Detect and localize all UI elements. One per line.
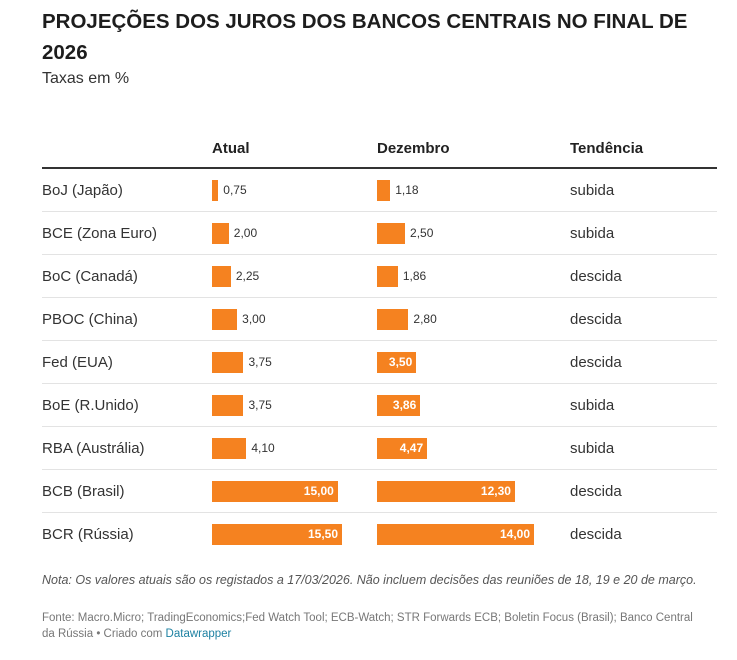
dezembro-bar xyxy=(377,222,406,244)
tendencia: subida xyxy=(570,224,615,242)
tendencia: subida xyxy=(570,181,615,199)
bank-name: BoE (R.Unido) xyxy=(42,396,139,414)
atual-value: 3,00 xyxy=(242,312,266,326)
bank-name: Fed (EUA) xyxy=(42,353,113,371)
data-table: Atual Dezembro Tendência BoJ (Japão) 0,75… xyxy=(42,130,717,555)
dezembro-cell: 12,30 xyxy=(377,470,515,512)
bank-name: BoC (Canadá) xyxy=(42,267,138,285)
dezembro-cell: 4,47 xyxy=(377,427,428,469)
atual-bar xyxy=(212,308,238,330)
dezembro-value: 2,80 xyxy=(413,312,437,326)
bank-name: BCR (Rússia) xyxy=(42,525,134,543)
bank-name: BCE (Zona Euro) xyxy=(42,224,158,242)
atual-bar xyxy=(212,222,229,244)
table-row: BCB (Brasil) 15,00 12,30 descida xyxy=(42,470,717,513)
dezembro-cell: 2,80 xyxy=(377,298,437,340)
dezembro-bar: 12,30 xyxy=(377,480,515,502)
bank-name: BoJ (Japão) xyxy=(42,181,123,199)
bank-name: RBA (Austrália) xyxy=(42,439,145,457)
chart-subtitle: Taxas em % xyxy=(42,70,130,87)
tendencia: subida xyxy=(570,396,615,414)
source-text: Fonte: Macro.Micro; TradingEconomics;Fed… xyxy=(42,612,693,640)
atual-bar xyxy=(212,179,219,201)
table-header: Atual Dezembro Tendência xyxy=(42,130,717,169)
tendencia: descida xyxy=(570,482,622,500)
atual-cell: 3,75 xyxy=(212,341,272,383)
table-row: Fed (EUA) 3,75 3,50 descida xyxy=(42,341,717,384)
dezembro-bar xyxy=(377,179,391,201)
dezembro-cell: 14,00 xyxy=(377,513,534,555)
dezembro-cell: 1,18 xyxy=(377,169,419,211)
dezembro-cell: 3,86 xyxy=(377,384,421,426)
dezembro-value: 3,86 xyxy=(392,397,417,412)
dezembro-value: 2,50 xyxy=(410,226,434,240)
atual-value: 4,10 xyxy=(251,441,275,455)
dezembro-cell: 2,50 xyxy=(377,212,433,254)
bank-name: PBOC (China) xyxy=(42,310,138,328)
atual-value: 3,75 xyxy=(248,398,272,412)
atual-bar xyxy=(212,351,244,373)
tendencia: descida xyxy=(570,310,622,328)
atual-bar: 15,50 xyxy=(212,523,342,545)
atual-cell: 3,75 xyxy=(212,384,272,426)
dezembro-value: 14,00 xyxy=(499,526,530,541)
table-row: BCE (Zona Euro) 2,00 2,50 subida xyxy=(42,212,717,255)
atual-cell: 2,00 xyxy=(212,212,257,254)
atual-cell: 3,00 xyxy=(212,298,266,340)
dezembro-value: 12,30 xyxy=(480,483,511,498)
tendencia: descida xyxy=(570,525,622,543)
atual-bar xyxy=(212,437,247,459)
atual-bar: 15,00 xyxy=(212,480,338,502)
atual-cell: 15,50 xyxy=(212,513,342,555)
dezembro-value: 4,47 xyxy=(399,440,424,455)
header-tendencia: Tendência xyxy=(570,140,644,157)
atual-value: 0,75 xyxy=(223,183,247,197)
header-atual: Atual xyxy=(212,140,250,157)
dezembro-cell: 3,50 xyxy=(377,341,417,383)
dezembro-bar xyxy=(377,308,409,330)
tendencia: descida xyxy=(570,353,622,371)
atual-value: 2,25 xyxy=(235,269,260,283)
dezembro-value: 3,50 xyxy=(388,354,413,369)
dezembro-bar: 14,00 xyxy=(377,523,534,545)
atual-value: 2,00 xyxy=(233,226,258,240)
dezembro-bar: 3,86 xyxy=(377,394,421,416)
dezembro-value: 1,18 xyxy=(395,183,419,197)
dezembro-bar xyxy=(377,265,398,287)
table-row: BoC (Canadá) 2,25 1,86 descida xyxy=(42,255,717,298)
atual-value: 15,00 xyxy=(303,483,334,498)
header-dezembro: Dezembro xyxy=(377,140,450,157)
dezembro-bar: 4,47 xyxy=(377,437,428,459)
dezembro-value: 1,86 xyxy=(402,269,427,283)
atual-bar xyxy=(212,394,244,416)
tendencia: subida xyxy=(570,439,615,457)
atual-cell: 15,00 xyxy=(212,470,338,512)
table-row: RBA (Austrália) 4,10 4,47 subida xyxy=(42,427,717,470)
atual-value: 15,50 xyxy=(307,526,338,541)
atual-cell: 4,10 xyxy=(212,427,275,469)
chart-note: Nota: Os valores atuais são os registado… xyxy=(42,573,697,587)
table-row: BoE (R.Unido) 3,75 3,86 subida xyxy=(42,384,717,427)
dezembro-cell: 1,86 xyxy=(377,255,426,297)
table-row: PBOC (China) 3,00 2,80 descida xyxy=(42,298,717,341)
chart-source: Fonte: Macro.Micro; TradingEconomics;Fed… xyxy=(42,611,702,642)
dezembro-bar: 3,50 xyxy=(377,351,417,373)
table-row: BoJ (Japão) 0,75 1,18 subida xyxy=(42,169,717,212)
atual-bar xyxy=(212,265,231,287)
tendencia: descida xyxy=(570,267,622,285)
bank-name: BCB (Brasil) xyxy=(42,482,125,500)
atual-cell: 2,25 xyxy=(212,255,259,297)
atual-value: 3,75 xyxy=(248,355,272,369)
chart-title: PROJEÇÕES DOS JUROS DOS BANCOS CENTRAIS … xyxy=(42,10,688,64)
table-row: BCR (Rússia) 15,50 14,00 descida xyxy=(42,513,717,555)
atual-cell: 0,75 xyxy=(212,169,247,211)
datawrapper-link[interactable]: Datawrapper xyxy=(165,627,232,640)
